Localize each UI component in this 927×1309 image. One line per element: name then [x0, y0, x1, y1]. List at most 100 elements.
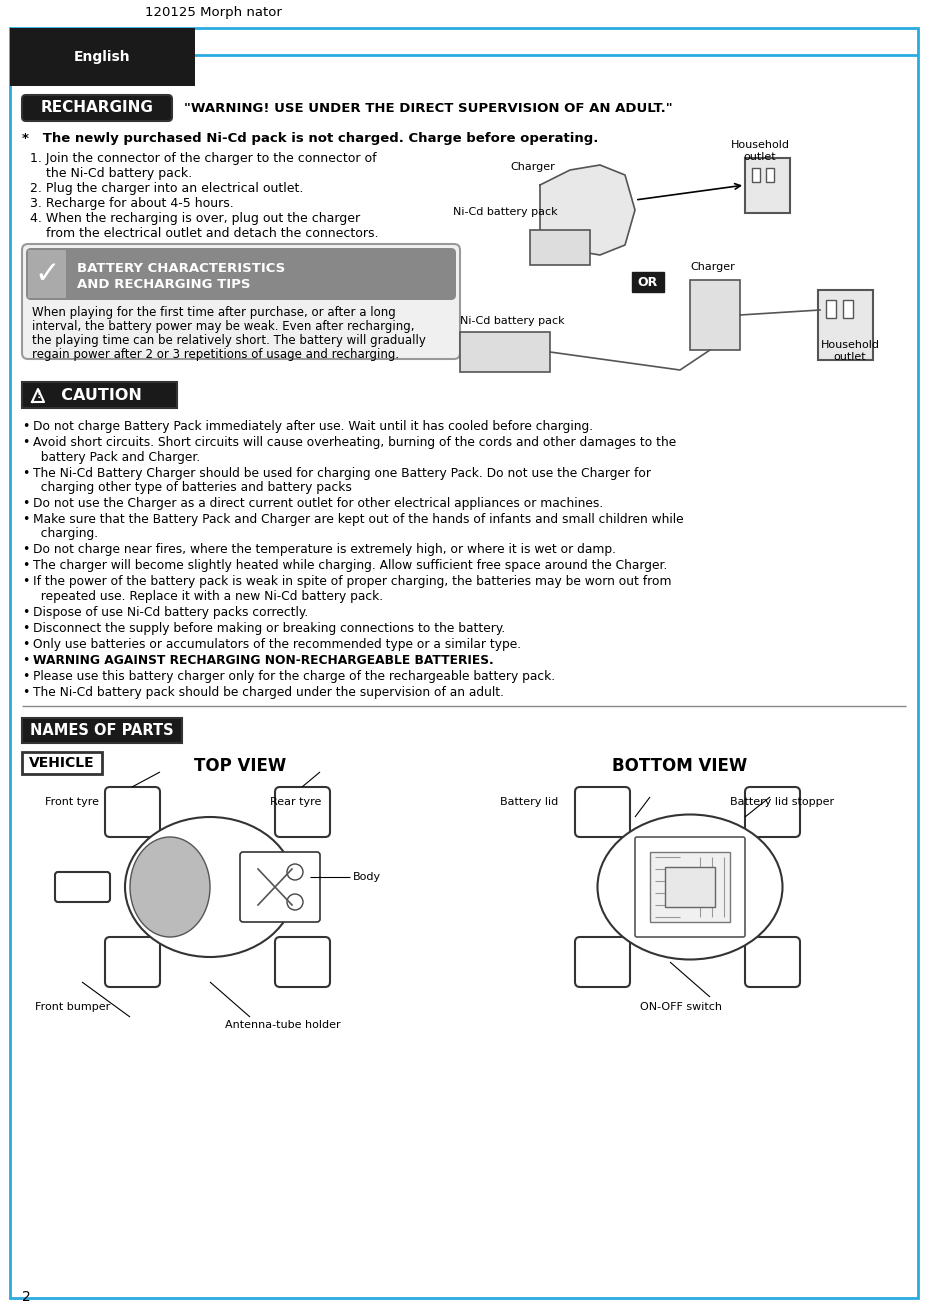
Bar: [649, 852, 730, 922]
Ellipse shape: [130, 836, 210, 937]
FancyBboxPatch shape: [744, 937, 799, 987]
Circle shape: [286, 864, 303, 880]
Text: When playing for the first time after purchase, or after a long: When playing for the first time after pu…: [32, 306, 395, 319]
Text: The charger will become slightly heated while charging. Allow sufficient free sp: The charger will become slightly heated …: [33, 559, 667, 572]
Text: The Ni-Cd Battery Charger should be used for charging one Battery Pack. Do not u: The Ni-Cd Battery Charger should be used…: [33, 466, 651, 479]
Text: 3. Recharge for about 4-5 hours.: 3. Recharge for about 4-5 hours.: [30, 196, 234, 209]
Text: 1. Join the connector of the charger to the connector of: 1. Join the connector of the charger to …: [30, 152, 376, 165]
FancyBboxPatch shape: [274, 937, 330, 987]
FancyBboxPatch shape: [274, 787, 330, 836]
Text: charging other type of batteries and battery packs: charging other type of batteries and bat…: [33, 480, 351, 493]
Text: English: English: [73, 50, 130, 64]
Text: ✓: ✓: [34, 259, 59, 288]
Text: •: •: [22, 670, 30, 683]
Text: Ni-Cd battery pack: Ni-Cd battery pack: [460, 315, 564, 326]
Bar: [460, 332, 550, 372]
Text: •: •: [22, 686, 30, 699]
Text: Please use this battery charger only for the charge of the rechargeable battery : Please use this battery charger only for…: [33, 670, 554, 683]
Text: 2: 2: [22, 1289, 31, 1304]
Text: the playing time can be relatively short. The battery will gradually: the playing time can be relatively short…: [32, 334, 425, 347]
Text: TOP VIEW: TOP VIEW: [194, 757, 286, 775]
Text: •: •: [22, 513, 30, 526]
Text: •: •: [22, 420, 30, 433]
Text: •: •: [22, 637, 30, 651]
Bar: [28, 250, 66, 298]
Ellipse shape: [125, 817, 295, 957]
Text: •: •: [22, 654, 30, 668]
Text: charging.: charging.: [33, 528, 98, 541]
Text: NAMES OF PARTS: NAMES OF PARTS: [31, 723, 173, 738]
FancyBboxPatch shape: [744, 787, 799, 836]
FancyBboxPatch shape: [240, 852, 320, 922]
Text: WARNING AGAINST RECHARGING NON-RECHARGEABLE BATTERIES.: WARNING AGAINST RECHARGING NON-RECHARGEA…: [33, 654, 493, 668]
Text: Front bumper: Front bumper: [35, 1001, 110, 1012]
Text: Avoid short circuits. Short circuits will cause overheating, burning of the cord: Avoid short circuits. Short circuits wil…: [33, 436, 676, 449]
FancyBboxPatch shape: [105, 937, 159, 987]
Bar: [22, 382, 177, 408]
Text: •: •: [22, 543, 30, 556]
Text: •: •: [22, 576, 30, 589]
Text: •: •: [22, 466, 30, 479]
Text: Make sure that the Battery Pack and Charger are kept out of the hands of infants: Make sure that the Battery Pack and Char…: [33, 513, 683, 526]
Text: •: •: [22, 622, 30, 635]
Text: regain power after 2 or 3 repetitions of usage and recharging.: regain power after 2 or 3 repetitions of…: [32, 348, 399, 361]
Text: VEHICLE: VEHICLE: [29, 757, 95, 770]
Text: Disconnect the supply before making or breaking connections to the battery.: Disconnect the supply before making or b…: [33, 622, 504, 635]
Polygon shape: [540, 165, 634, 255]
Text: Battery lid stopper: Battery lid stopper: [730, 797, 833, 808]
Bar: [631, 272, 664, 292]
Text: OR: OR: [637, 275, 657, 288]
Text: Battery lid: Battery lid: [500, 797, 558, 808]
Text: •: •: [22, 436, 30, 449]
Bar: [690, 280, 739, 350]
Text: Antenna-tube holder: Antenna-tube holder: [224, 1020, 340, 1030]
Text: AND RECHARGING TIPS: AND RECHARGING TIPS: [77, 278, 250, 291]
Text: •: •: [22, 497, 30, 511]
Text: Do not use the Charger as a direct current outlet for other electrical appliance: Do not use the Charger as a direct curre…: [33, 497, 603, 511]
FancyBboxPatch shape: [105, 787, 159, 836]
FancyBboxPatch shape: [575, 937, 629, 987]
Text: The Ni-Cd battery pack should be charged under the supervision of an adult.: The Ni-Cd battery pack should be charged…: [33, 686, 503, 699]
Text: •: •: [22, 559, 30, 572]
FancyBboxPatch shape: [634, 836, 744, 937]
Text: BATTERY CHARACTERISTICS: BATTERY CHARACTERISTICS: [77, 262, 285, 275]
FancyBboxPatch shape: [575, 787, 629, 836]
Text: CAUTION: CAUTION: [50, 387, 142, 402]
Bar: [751, 168, 759, 182]
Text: "WARNING! USE UNDER THE DIRECT SUPERVISION OF AN ADULT.": "WARNING! USE UNDER THE DIRECT SUPERVISI…: [184, 102, 672, 114]
FancyBboxPatch shape: [26, 247, 455, 300]
Text: interval, the battery power may be weak. Even after recharging,: interval, the battery power may be weak.…: [32, 319, 414, 332]
Text: the Ni-Cd battery pack.: the Ni-Cd battery pack.: [30, 168, 192, 181]
Text: Household
outlet: Household outlet: [819, 340, 879, 361]
Bar: [22, 751, 102, 774]
Bar: [529, 230, 590, 264]
Bar: [22, 719, 182, 744]
Bar: [22, 719, 182, 744]
Bar: [744, 158, 789, 213]
FancyBboxPatch shape: [22, 96, 171, 120]
Bar: [825, 300, 835, 318]
Text: Ni-Cd battery pack: Ni-Cd battery pack: [452, 207, 557, 217]
Bar: [817, 291, 872, 360]
Circle shape: [286, 894, 303, 910]
Bar: [842, 300, 852, 318]
Text: RECHARGING: RECHARGING: [41, 101, 153, 115]
Text: 120125 Morph nator: 120125 Morph nator: [145, 7, 282, 20]
Text: Household
outlet: Household outlet: [730, 140, 789, 161]
Bar: [22, 382, 177, 408]
Text: 4. When the recharging is over, plug out the charger: 4. When the recharging is over, plug out…: [30, 212, 360, 225]
Text: 2. Plug the charger into an electrical outlet.: 2. Plug the charger into an electrical o…: [30, 182, 303, 195]
Bar: [765, 168, 773, 182]
Text: repeated use. Replace it with a new Ni-Cd battery pack.: repeated use. Replace it with a new Ni-C…: [33, 590, 383, 603]
Text: from the electrical outlet and detach the connectors.: from the electrical outlet and detach th…: [30, 226, 378, 240]
FancyBboxPatch shape: [22, 243, 460, 359]
Ellipse shape: [597, 814, 781, 959]
Text: BOTTOM VIEW: BOTTOM VIEW: [612, 757, 747, 775]
Text: battery Pack and Charger.: battery Pack and Charger.: [33, 450, 200, 463]
Text: ON-OFF switch: ON-OFF switch: [640, 1001, 721, 1012]
Bar: [10, 27, 195, 86]
Text: Charger: Charger: [690, 262, 734, 272]
Text: Dispose of use Ni-Cd battery packs correctly.: Dispose of use Ni-Cd battery packs corre…: [33, 606, 308, 619]
Text: *   The newly purchased Ni-Cd pack is not charged. Charge before operating.: * The newly purchased Ni-Cd pack is not …: [22, 132, 598, 145]
Text: Charger: Charger: [510, 162, 554, 171]
